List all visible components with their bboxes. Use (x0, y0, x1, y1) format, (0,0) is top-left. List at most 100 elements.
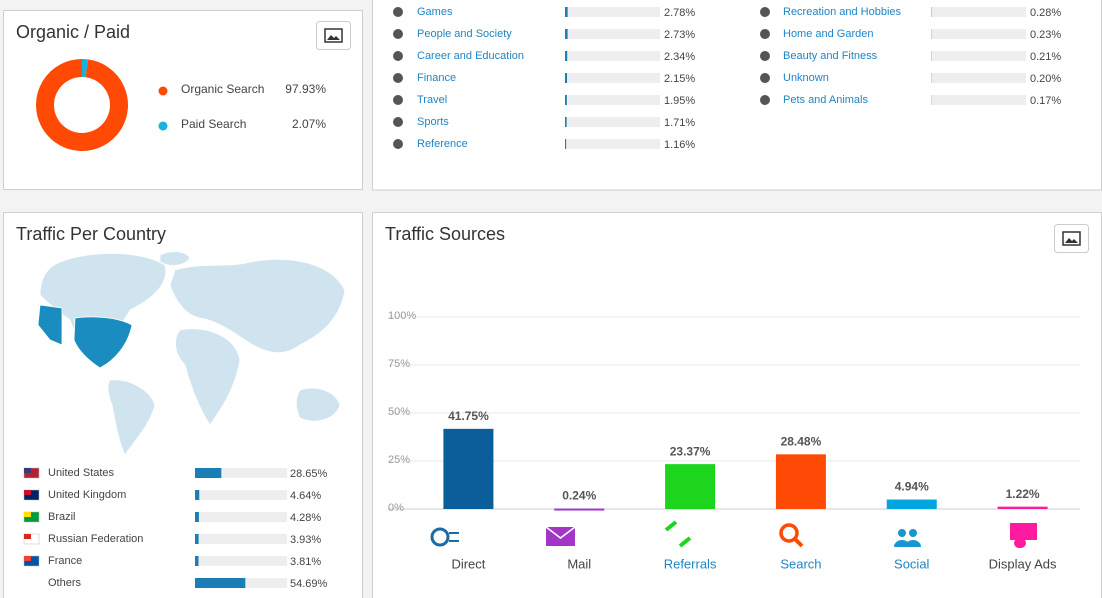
panel-title: Traffic Per Country (16, 224, 166, 244)
bar-value-label: 28.48% (781, 434, 822, 448)
country-name: Brazil (48, 511, 76, 523)
y-tick-label: 0% (388, 502, 404, 514)
category-value: 0.20% (1030, 73, 1061, 85)
category-link[interactable]: Finance (417, 72, 456, 84)
category-value: 0.23% (1030, 29, 1061, 41)
category-label: Referrals (664, 556, 717, 571)
category-bar (565, 51, 568, 61)
category-value: 2.15% (664, 73, 695, 85)
flag (24, 534, 31, 539)
country-value: 3.93% (290, 534, 321, 546)
category-link[interactable]: Sports (417, 116, 449, 128)
category-link[interactable]: Travel (417, 94, 447, 106)
category-icon (760, 7, 770, 17)
panel (3, 10, 363, 190)
country-value: 54.69% (290, 578, 328, 590)
category-icon (393, 51, 403, 61)
country-name: Russian Federation (48, 533, 143, 545)
bar-track (195, 556, 287, 566)
category-icon (393, 73, 403, 83)
category-bar (565, 7, 568, 17)
category-link[interactable]: People and Society (417, 28, 512, 40)
flag (24, 468, 31, 473)
donut-segment (36, 59, 128, 151)
country-bar (195, 556, 199, 566)
category-link[interactable]: Reference (417, 138, 468, 150)
category-link[interactable]: Beauty and Fitness (783, 50, 878, 62)
flag (24, 556, 31, 561)
category-value: 0.21% (1030, 51, 1061, 63)
category-value: 2.78% (664, 7, 695, 19)
bar-track (195, 512, 287, 522)
category-icon (760, 95, 770, 105)
world-map (37, 251, 346, 456)
bar (443, 428, 494, 509)
y-tick-label: 50% (388, 406, 410, 418)
country-name: Others (48, 577, 82, 589)
category-link[interactable]: Pets and Animals (783, 94, 868, 106)
category-label: Direct (451, 556, 485, 571)
category-link[interactable]: Recreation and Hobbies (783, 6, 902, 18)
category-icon (760, 73, 770, 83)
category-bar (565, 139, 567, 149)
country-value: 3.81% (290, 556, 321, 568)
bar-track (565, 7, 660, 17)
legend-value: 2.07% (292, 117, 326, 131)
country-value: 4.28% (290, 512, 321, 524)
panel (372, 212, 1102, 598)
category-label: Mail (567, 556, 591, 571)
category-value: 1.16% (664, 139, 695, 151)
y-tick-label: 75% (388, 358, 410, 370)
bar (775, 454, 826, 509)
bar-value-label: 23.37% (670, 444, 711, 458)
bar-value-label: 4.94% (895, 480, 929, 494)
category-label: Display Ads (989, 556, 1057, 571)
panel-title: Organic / Paid (16, 22, 130, 42)
y-tick-label: 100% (388, 310, 416, 322)
category-value: 2.34% (664, 51, 695, 63)
bar-track (565, 117, 660, 127)
category-icon (393, 95, 403, 105)
legend-label: Paid Search (181, 117, 246, 131)
category-link[interactable]: Games (417, 6, 453, 18)
category-value: 0.17% (1030, 95, 1061, 107)
category-label: Search (780, 556, 821, 571)
bar-track (931, 73, 1026, 83)
category-link[interactable]: Home and Garden (783, 28, 874, 40)
image-button[interactable] (1054, 224, 1089, 253)
y-tick-label: 25% (388, 454, 410, 466)
category-icon (393, 29, 403, 39)
bar-track (565, 139, 660, 149)
image-button[interactable] (316, 21, 351, 50)
category-link[interactable]: Career and Education (417, 50, 524, 62)
country-value: 4.64% (290, 490, 321, 502)
category-link[interactable]: Unknown (783, 72, 829, 84)
category-value: 0.28% (1030, 7, 1061, 19)
category-icon (760, 51, 770, 61)
flag (24, 512, 31, 517)
country-bar (195, 468, 222, 478)
bar-track (565, 73, 660, 83)
country-bar (195, 512, 199, 522)
country-bar (195, 534, 199, 544)
bar-track (565, 51, 660, 61)
bar (554, 508, 605, 511)
country-value: 28.65% (290, 468, 328, 480)
bar-value-label: 41.75% (448, 409, 489, 423)
country-bar (195, 490, 200, 500)
bar-track (195, 468, 287, 478)
bar-track (931, 51, 1026, 61)
category-value: 1.95% (664, 95, 695, 107)
bar-track (931, 29, 1026, 39)
country-name: United Kingdom (48, 489, 126, 501)
legend-label: Organic Search (181, 82, 264, 96)
category-bar (565, 73, 568, 83)
category-icon (760, 29, 770, 39)
bar-value-label: 0.24% (562, 489, 596, 503)
legend-value: 97.93% (285, 82, 326, 96)
legend-dot (158, 121, 168, 131)
bar (886, 499, 937, 509)
country-name: France (48, 555, 82, 567)
legend-dot (158, 86, 168, 96)
